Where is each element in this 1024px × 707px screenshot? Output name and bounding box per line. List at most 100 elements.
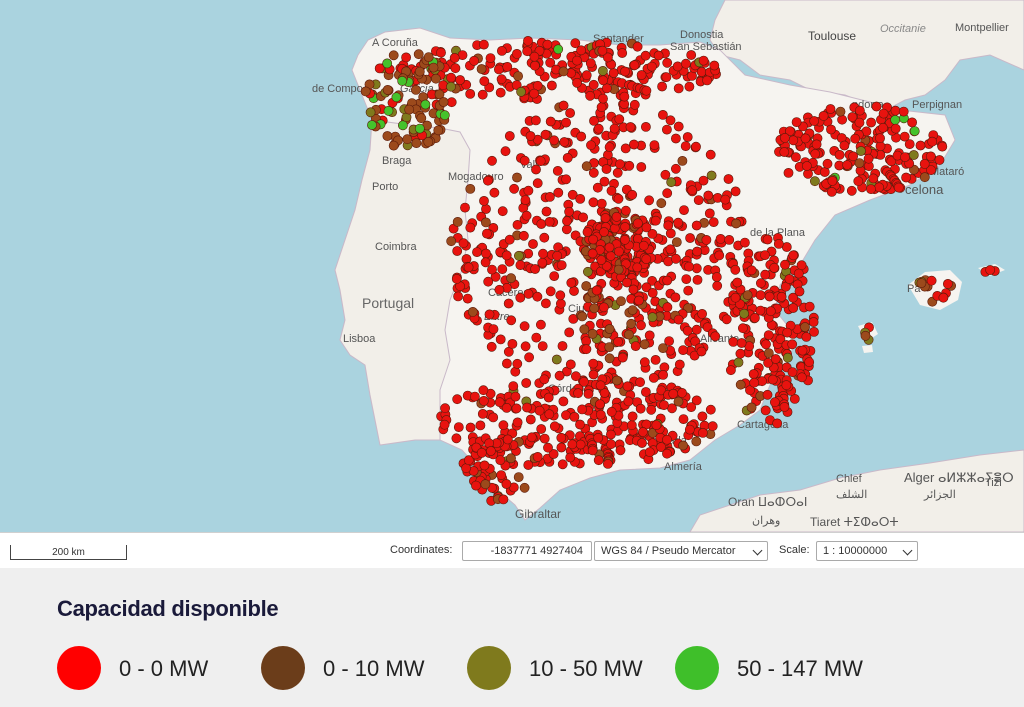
capacity-point[interactable] [583,388,594,399]
capacity-point[interactable] [627,411,638,422]
capacity-point[interactable] [682,132,693,142]
capacity-point[interactable] [730,292,741,303]
capacity-point[interactable] [532,451,543,462]
capacity-point[interactable] [672,61,683,72]
capacity-point[interactable] [446,72,456,83]
capacity-point[interactable] [606,185,617,196]
capacity-point[interactable] [915,140,926,151]
crs-select[interactable]: WGS 84 / Pseudo Mercator [594,541,768,561]
capacity-point[interactable] [691,220,702,231]
capacity-point[interactable] [488,324,499,334]
capacity-point[interactable] [496,74,507,85]
capacity-point[interactable] [531,164,541,175]
capacity-point[interactable] [615,159,625,169]
capacity-point[interactable] [630,341,641,351]
capacity-point[interactable] [593,123,604,134]
capacity-point[interactable] [525,131,536,141]
capacity-point[interactable] [561,224,572,235]
capacity-point[interactable] [604,353,615,364]
capacity-point[interactable] [576,45,586,56]
capacity-point[interactable] [506,273,516,284]
capacity-point[interactable] [502,434,513,445]
capacity-point[interactable] [637,438,647,448]
capacity-point[interactable] [512,417,523,428]
capacity-point[interactable] [565,452,576,463]
capacity-point[interactable] [565,108,575,118]
capacity-point[interactable] [640,50,651,61]
capacity-point[interactable] [537,341,548,351]
capacity-point[interactable] [471,480,481,491]
capacity-point[interactable] [552,165,563,176]
capacity-point[interactable] [564,206,574,217]
capacity-point[interactable] [739,308,749,319]
capacity-point[interactable] [414,66,425,77]
capacity-point[interactable] [486,341,497,352]
capacity-point[interactable] [919,172,930,183]
capacity-point[interactable] [512,49,522,59]
capacity-point[interactable] [536,424,547,434]
capacity-point[interactable] [708,217,719,227]
capacity-point[interactable] [890,123,901,134]
capacity-point[interactable] [588,234,598,245]
map-view[interactable]: A Coruña de Compo Galicia Santander Dono… [0,0,1024,533]
capacity-point[interactable] [632,262,643,273]
capacity-point[interactable] [639,339,650,350]
capacity-point[interactable] [736,338,747,348]
capacity-point[interactable] [617,352,628,363]
capacity-point[interactable] [733,357,744,368]
capacity-point[interactable] [529,88,539,99]
capacity-point[interactable] [760,250,770,260]
capacity-point[interactable] [436,47,446,58]
capacity-point[interactable] [624,160,635,171]
capacity-point[interactable] [573,388,583,399]
capacity-point[interactable] [522,46,533,57]
capacity-point[interactable] [644,195,654,206]
capacity-point[interactable] [452,246,463,256]
capacity-point[interactable] [478,39,489,50]
capacity-point[interactable] [760,269,771,280]
capacity-point[interactable] [578,212,588,223]
capacity-point[interactable] [557,341,568,351]
capacity-point[interactable] [540,129,551,140]
capacity-point[interactable] [886,156,897,167]
capacity-point[interactable] [434,89,445,100]
capacity-point[interactable] [416,113,427,124]
capacity-point[interactable] [508,381,519,391]
capacity-point[interactable] [599,176,610,187]
scale-select[interactable]: 1 : 10000000 [816,541,918,561]
capacity-point[interactable] [627,189,638,200]
capacity-point[interactable] [779,401,790,412]
capacity-point[interactable] [602,83,612,94]
capacity-point[interactable] [544,216,555,227]
capacity-point[interactable] [810,176,820,187]
capacity-point[interactable] [581,70,592,81]
capacity-point[interactable] [599,302,609,313]
capacity-point[interactable] [673,217,684,228]
capacity-point[interactable] [636,70,647,80]
capacity-point[interactable] [926,165,936,175]
capacity-point[interactable] [528,239,538,249]
capacity-point[interactable] [567,189,578,200]
capacity-point[interactable] [769,262,780,273]
capacity-point[interactable] [561,117,571,128]
capacity-point[interactable] [661,72,672,82]
capacity-point[interactable] [612,375,622,386]
capacity-point[interactable] [705,149,716,160]
capacity-point[interactable] [782,327,793,338]
capacity-point[interactable] [878,122,888,133]
capacity-point[interactable] [681,58,691,69]
capacity-point[interactable] [662,57,673,68]
capacity-point[interactable] [559,137,570,147]
capacity-point[interactable] [677,387,687,398]
capacity-point[interactable] [927,136,938,147]
capacity-point[interactable] [510,391,521,402]
capacity-point[interactable] [723,174,734,184]
capacity-point[interactable] [494,397,505,408]
capacity-point[interactable] [397,120,408,131]
capacity-point[interactable] [704,208,715,219]
capacity-point[interactable] [531,332,542,343]
capacity-point[interactable] [624,329,634,340]
capacity-point[interactable] [656,198,667,209]
capacity-point[interactable] [472,247,482,257]
capacity-point[interactable] [512,172,522,183]
